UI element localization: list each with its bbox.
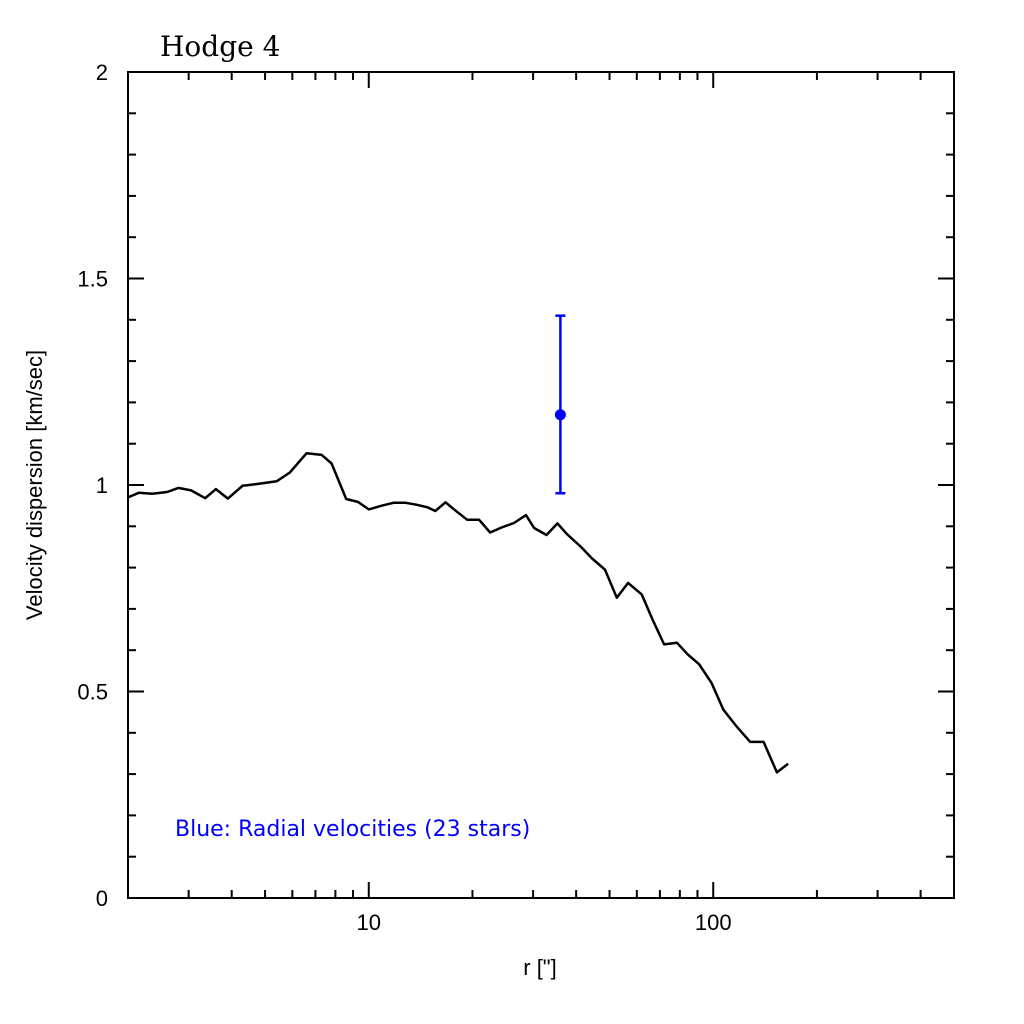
chart-title: Hodge 4 (160, 30, 280, 63)
axis-ticks (127, 71, 955, 899)
x-tick-label: 10 (357, 910, 381, 935)
y-tick-label: 1.5 (77, 267, 108, 292)
y-tick-label: 0.5 (77, 680, 108, 705)
y-axis-label: Velocity dispersion [km/sec] (22, 350, 47, 620)
data-point (554, 409, 566, 421)
x-axis-label: r ["] (523, 955, 556, 980)
y-tick-label: 2 (96, 60, 108, 85)
series-layer (127, 451, 789, 774)
plot-frame (127, 71, 955, 899)
series-line (127, 451, 789, 774)
axis-tick-labels: 0 0.5 1 1.5 2 10 100 (77, 60, 731, 935)
legend-annotation: Blue: Radial velocities (23 stars) (175, 817, 530, 842)
y-tick-label: 0 (96, 886, 108, 911)
y-tick-label: 1 (96, 473, 108, 498)
x-tick-label: 100 (695, 910, 732, 935)
error-bar-layer (554, 314, 566, 495)
